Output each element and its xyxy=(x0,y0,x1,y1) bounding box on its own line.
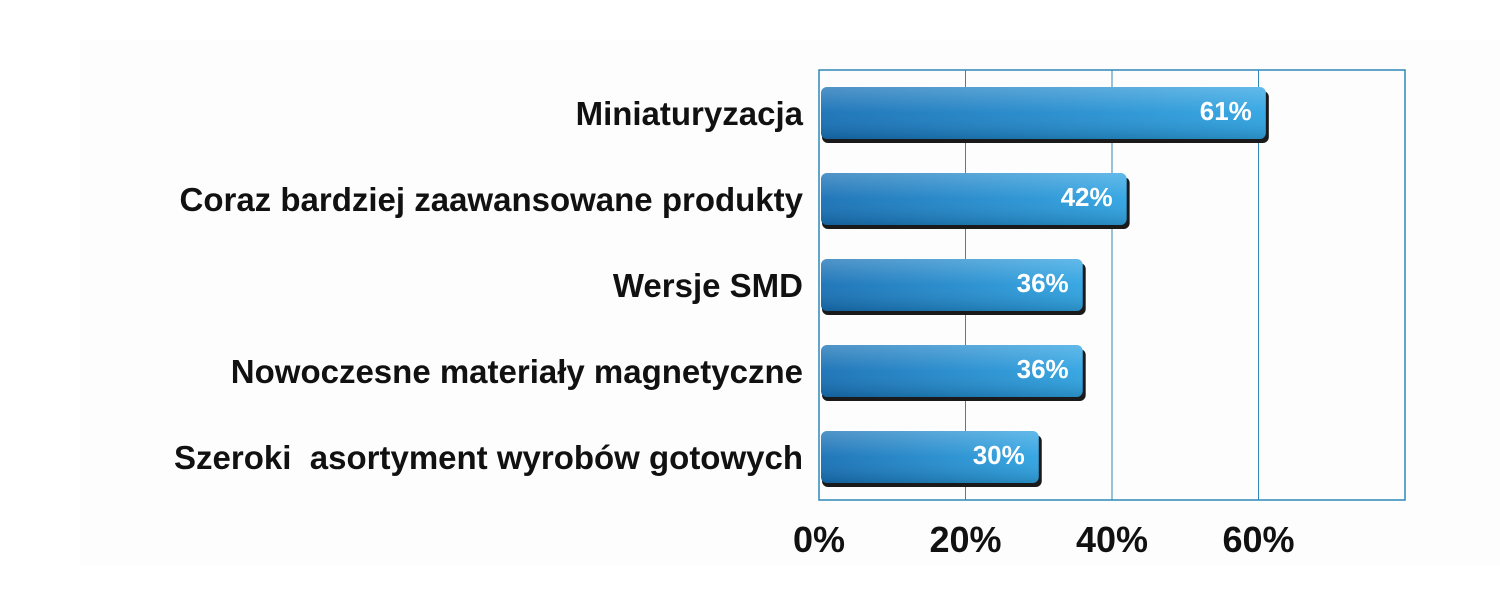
bar-value-label: 30% xyxy=(973,440,1025,470)
bar-gloss xyxy=(821,431,1039,483)
bar-gloss xyxy=(821,173,1127,225)
bar-chart: 61% 42% 36% 36% 30% Miniaturyzacja Coraz bard… xyxy=(174,69,1406,560)
plot-frame xyxy=(818,69,1406,501)
bars: 61% 42% 36% 36% 30% xyxy=(821,87,1269,487)
category-label: Coraz bardziej zaawansowane produkty xyxy=(180,181,804,218)
x-tick-label: 60% xyxy=(1222,519,1294,560)
category-label: Miniaturyzacja xyxy=(576,95,804,132)
x-tick-label: 20% xyxy=(929,519,1001,560)
bar-value-label: 42% xyxy=(1061,182,1113,212)
bar-value-label: 36% xyxy=(1017,354,1069,384)
bar: 42% xyxy=(821,173,1130,229)
bar: 61% xyxy=(821,87,1269,143)
bar: 36% xyxy=(821,345,1086,401)
category-label: Szeroki asortyment wyrobów gotowych xyxy=(174,439,803,476)
chart-background: 61% 42% 36% 36% 30% Miniaturyzacja Coraz bard… xyxy=(80,40,1500,565)
category-labels: Miniaturyzacja Coraz bardziej zaawansowan… xyxy=(174,95,804,476)
bar-value-label: 36% xyxy=(1017,268,1069,298)
bar: 30% xyxy=(821,431,1042,487)
x-tick-label: 40% xyxy=(1076,519,1148,560)
bar-gloss xyxy=(821,345,1083,397)
bar-value-label: 61% xyxy=(1200,96,1252,126)
x-tick-label: 0% xyxy=(793,519,845,560)
category-label: Nowoczesne materiały magnetyczne xyxy=(231,353,803,390)
bar: 36% xyxy=(821,259,1086,315)
category-label: Wersje SMD xyxy=(613,267,803,304)
x-axis-ticks: 0% 20% 40% 60% xyxy=(793,519,1295,560)
bar-gloss xyxy=(821,87,1266,139)
bar-gloss xyxy=(821,259,1083,311)
